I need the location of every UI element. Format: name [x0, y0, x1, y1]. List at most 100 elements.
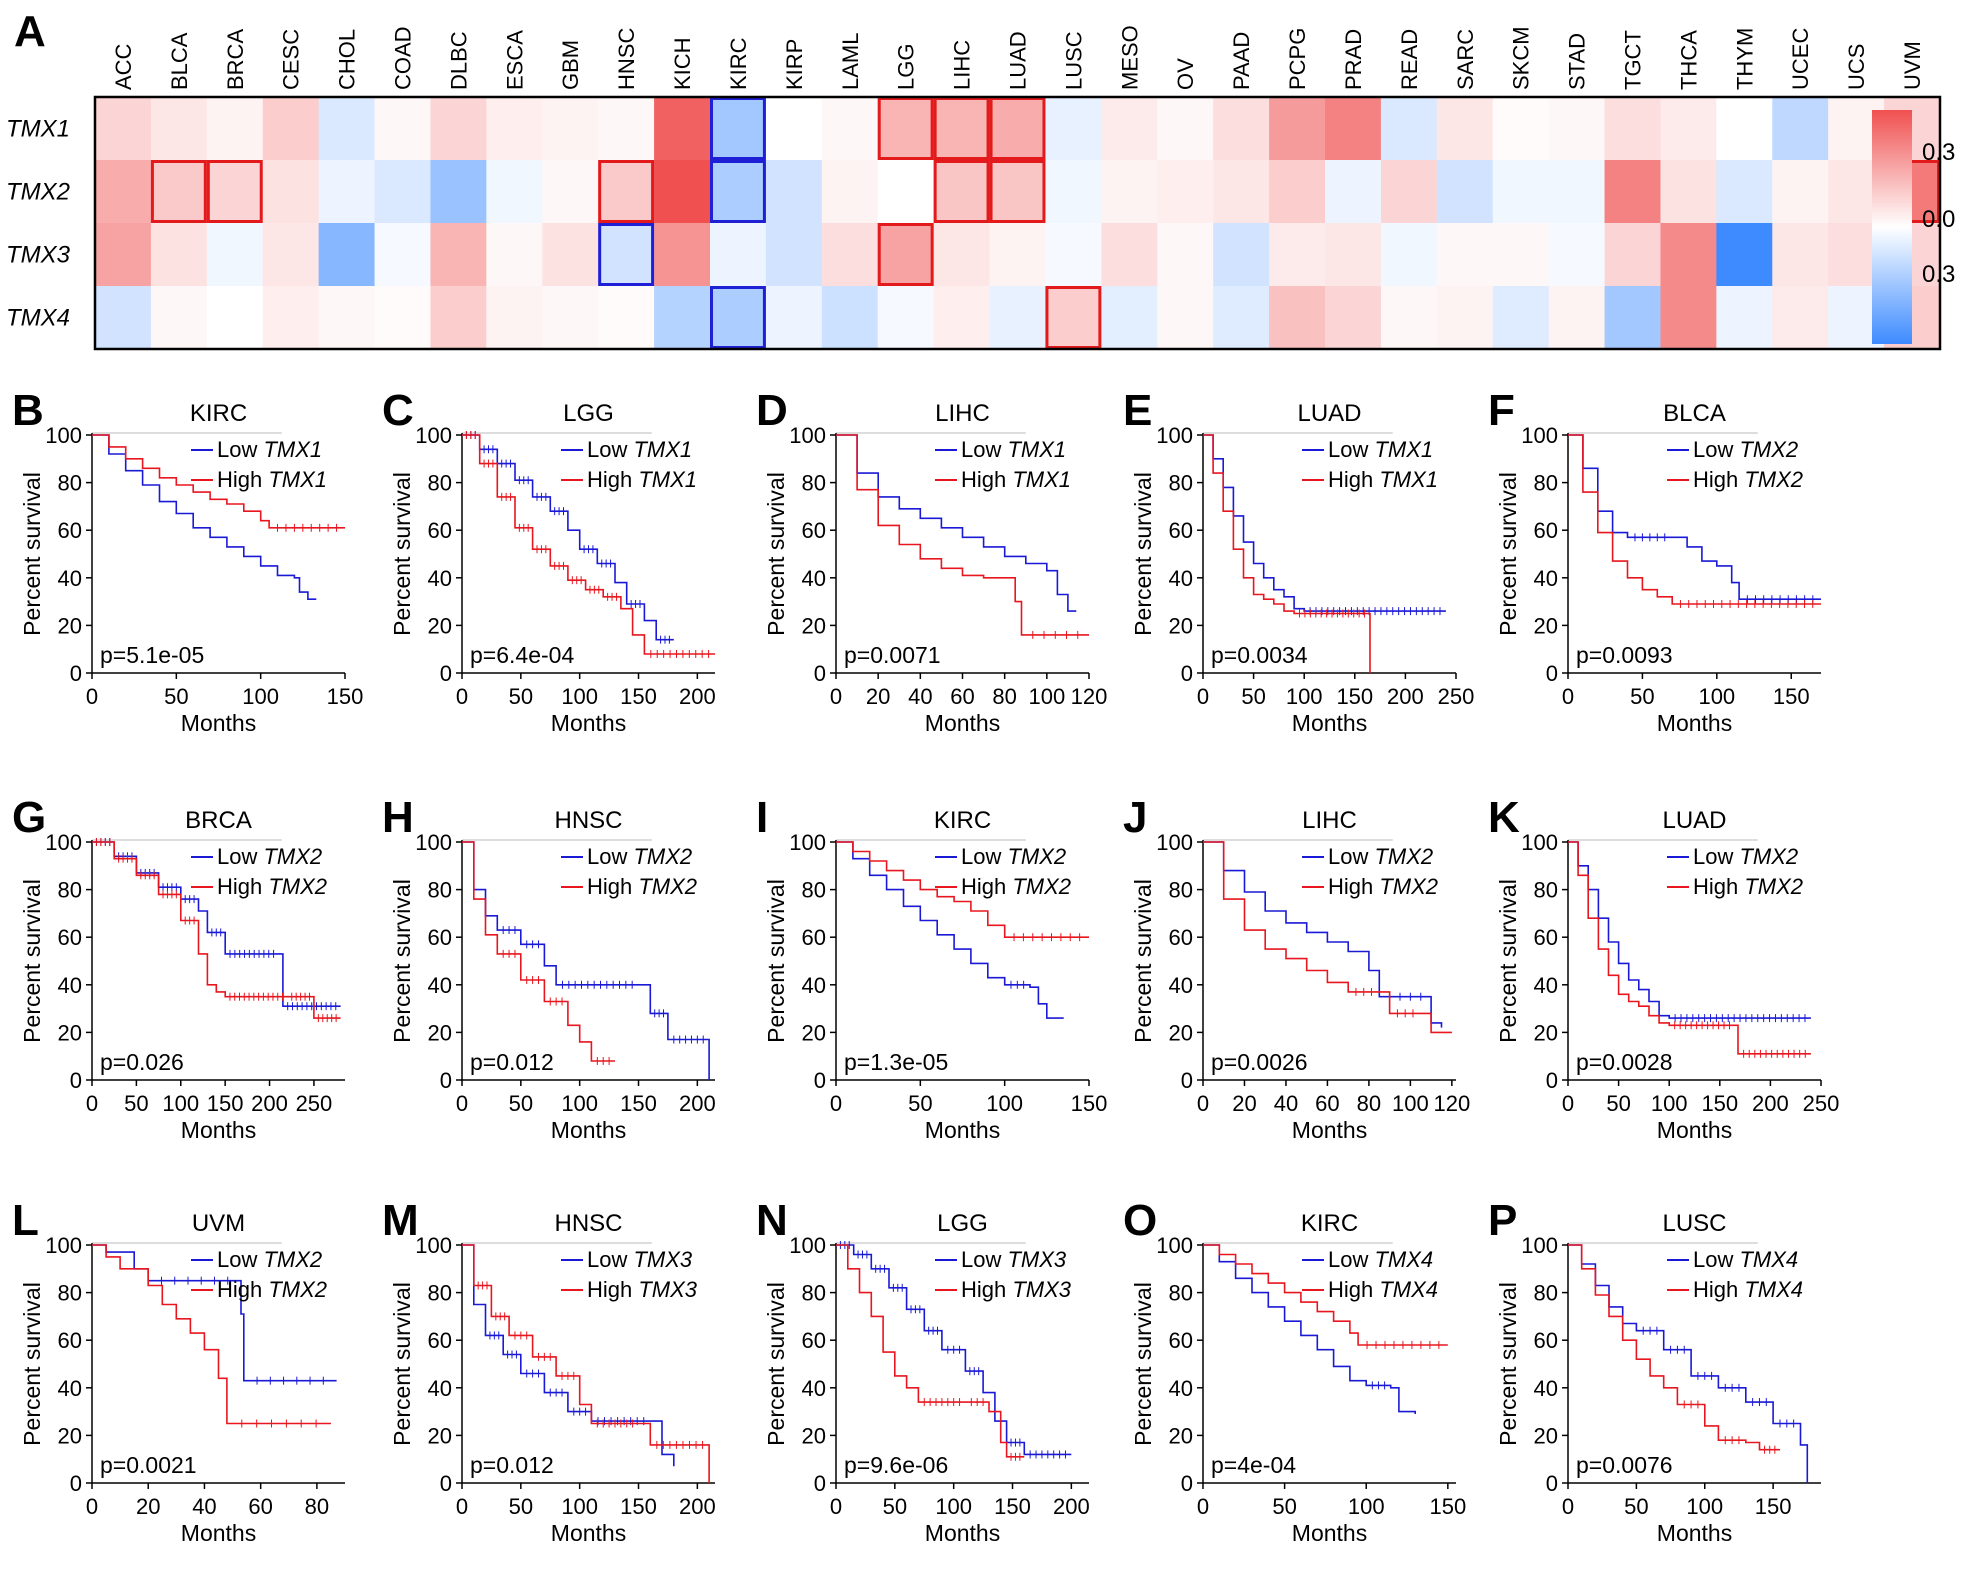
x-tick-label: 0 — [1197, 1091, 1209, 1116]
survival-panel-B: B KIRC 0 20 40 60 80 100 0 50 100 150 Months Percent … — [12, 386, 363, 736]
heatmap-cell — [542, 160, 599, 224]
heatmap-cell — [430, 223, 487, 287]
significant-positive-box — [150, 160, 207, 223]
heatmap-cell — [318, 97, 376, 161]
y-axis-label: Percent survival — [763, 472, 789, 636]
legend-low-prefix: Low — [1328, 437, 1374, 462]
heatmap-cell — [598, 97, 655, 161]
y-tick-label: 0 — [1181, 1068, 1193, 1093]
legend-gene: TMX1 — [638, 467, 697, 492]
x-tick-label: 50 — [883, 1494, 907, 1519]
y-tick-label: 40 — [802, 1376, 826, 1401]
y-tick-label: 60 — [1169, 518, 1193, 543]
legend-low-prefix: Low — [1693, 437, 1739, 462]
legend-high-prefix: High — [1693, 1277, 1744, 1302]
legend-high-prefix: High — [961, 1277, 1012, 1302]
x-tick-label: 150 — [620, 684, 657, 709]
y-axis-label: Percent survival — [763, 879, 789, 1043]
legend-high-prefix: High — [1328, 467, 1379, 492]
heatmap-cell — [933, 286, 991, 350]
heatmap-cell — [1045, 97, 1102, 161]
gene-row-label: TMX1 — [6, 116, 70, 143]
heatmap-cell — [1492, 160, 1550, 224]
legend-high-prefix: High — [1328, 874, 1379, 899]
cancer-label: KICH — [670, 37, 695, 90]
significant-positive-box — [989, 160, 1046, 223]
x-tick-label: 0 — [830, 1494, 842, 1519]
x-tick-label: 150 — [1429, 1494, 1466, 1519]
x-tick-label: 100 — [986, 1091, 1023, 1116]
significant-positive-box — [989, 97, 1046, 160]
panel-letter: J — [1123, 793, 1147, 842]
y-tick-label: 40 — [802, 973, 826, 998]
survival-curve-low — [462, 841, 710, 1080]
survival-curve-high — [836, 434, 1089, 636]
y-axis-label: Percent survival — [389, 879, 415, 1043]
cancer-label: PCPG — [1285, 28, 1310, 90]
x-tick-label: 100 — [561, 1494, 598, 1519]
x-tick-label: 150 — [620, 1091, 657, 1116]
y-tick-label: 60 — [1169, 1328, 1193, 1353]
legend-entry-low: Low TMX1 — [961, 437, 1066, 462]
x-tick-label: 50 — [124, 1091, 148, 1116]
x-tick-label: 250 — [1803, 1091, 1840, 1116]
y-tick-label: 80 — [802, 1281, 826, 1306]
heatmap-cell — [1548, 223, 1606, 287]
p-value: p=9.6e-06 — [844, 1452, 948, 1478]
cancer-label: THYM — [1732, 28, 1757, 90]
cancer-label: KIRP — [782, 39, 807, 90]
heatmap-cell — [318, 160, 376, 224]
heatmap-cell — [765, 97, 823, 161]
legend-gene: TMX2 — [1007, 844, 1066, 869]
y-tick-label: 100 — [45, 423, 82, 448]
x-tick-label: 60 — [1315, 1091, 1339, 1116]
heatmap-cell — [1213, 223, 1270, 287]
legend-tick-label: 0.3 — [1922, 261, 1955, 288]
panel-letter: D — [756, 386, 788, 435]
x-tick-label: 0 — [86, 1494, 98, 1519]
legend-gene: TMX4 — [1739, 1247, 1798, 1272]
plot-title: KIRC — [190, 400, 247, 427]
x-tick-label: 100 — [1686, 1494, 1723, 1519]
heatmap-cell — [821, 286, 879, 350]
y-tick-label: 40 — [1169, 1376, 1193, 1401]
heatmap-cell — [654, 97, 711, 161]
y-tick-label: 20 — [1534, 613, 1558, 638]
heatmap-cell — [318, 286, 376, 350]
heatmap-cell — [1325, 160, 1382, 224]
heatmap-cell — [95, 97, 152, 161]
y-tick-label: 0 — [70, 1068, 82, 1093]
cancer-label: ESCA — [502, 30, 527, 90]
heatmap-cell — [821, 223, 879, 287]
heatmap-cell — [1548, 286, 1606, 350]
cancer-label: TGCT — [1621, 30, 1646, 90]
heatmap-cell — [1380, 286, 1438, 350]
cancer-label: GBM — [558, 40, 583, 90]
gene-row-label: TMX4 — [6, 305, 70, 332]
x-tick-label: 100 — [1028, 684, 1065, 709]
panel-letter: G — [12, 793, 46, 842]
x-axis-label: Months — [181, 710, 256, 736]
cancer-label: CHOL — [335, 29, 360, 90]
heatmap-cell — [989, 97, 1047, 161]
plot-title: KIRC — [1301, 1210, 1358, 1237]
x-tick-label: 100 — [561, 1091, 598, 1116]
heatmap-cell — [821, 97, 879, 161]
cancer-label: LUSC — [1061, 31, 1086, 90]
heatmap-cell — [1157, 160, 1214, 224]
y-tick-label: 40 — [1534, 566, 1558, 591]
cancer-label: READ — [1397, 29, 1422, 90]
y-tick-label: 0 — [1546, 1068, 1558, 1093]
heatmap-cell — [206, 160, 264, 224]
y-tick-label: 80 — [58, 878, 82, 903]
y-tick-label: 60 — [58, 518, 82, 543]
legend-entry-low: Low TMX1 — [217, 437, 322, 462]
cancer-label: LIHC — [950, 40, 975, 90]
heatmap-cell — [598, 160, 655, 224]
legend-entry-high: High TMX1 — [961, 467, 1071, 492]
y-tick-label: 100 — [1156, 830, 1193, 855]
y-tick-label: 0 — [70, 661, 82, 686]
x-tick-label: 50 — [509, 1494, 533, 1519]
y-tick-label: 60 — [802, 518, 826, 543]
heatmap-cell — [262, 286, 320, 350]
